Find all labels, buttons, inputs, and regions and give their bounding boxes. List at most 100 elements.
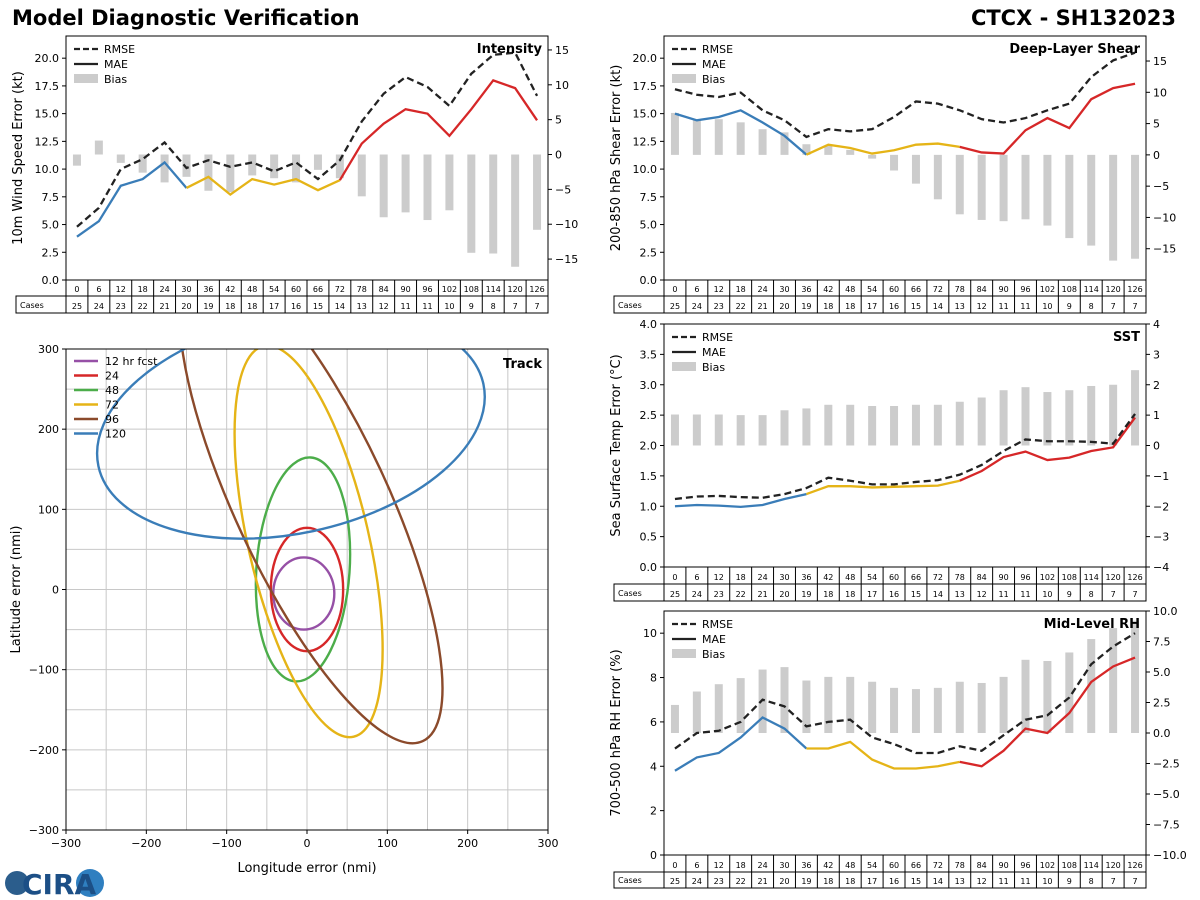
hour-label: 30	[779, 861, 789, 870]
y-tick-label: 200	[38, 423, 59, 436]
case-count: 20	[181, 302, 191, 311]
case-count: 7	[513, 302, 518, 311]
bias-bar	[955, 154, 964, 215]
y2-tick-label: 5	[1153, 118, 1160, 131]
mae-line-red	[959, 82, 1136, 155]
hour-label: 0	[672, 285, 677, 294]
mae-line-red	[959, 656, 1136, 768]
hour-label: 126	[529, 285, 544, 294]
bias-bar	[489, 154, 498, 254]
y-tick-label: 0	[52, 584, 59, 597]
y-tick-label: 2.0	[640, 440, 658, 453]
y-tick-label: 0.5	[640, 531, 658, 544]
y-axis-label: 700-500 hPa RH Error (%)	[609, 649, 624, 816]
y2-tick-label: 3	[1153, 348, 1160, 361]
hour-label: 42	[823, 573, 833, 582]
case-count: 10	[1042, 590, 1052, 599]
mae-line-red	[959, 416, 1136, 482]
case-count: 15	[313, 302, 323, 311]
case-count: 18	[247, 302, 257, 311]
case-count: 7	[1111, 877, 1116, 886]
bias-bar	[1109, 384, 1118, 446]
case-count: 22	[736, 877, 746, 886]
bias-bar	[533, 154, 542, 230]
y-tick-label: 1.0	[640, 500, 658, 513]
y-tick-label: 4.0	[640, 318, 658, 331]
bias-bar	[1131, 370, 1140, 446]
bias-bar	[182, 154, 191, 177]
y-tick-label: 8	[650, 672, 657, 685]
bias-bar	[379, 154, 388, 218]
case-count: 19	[801, 590, 811, 599]
hour-label: 120	[507, 285, 522, 294]
hour-label: 96	[1020, 573, 1030, 582]
storm-id: CTCX - SH132023	[970, 6, 1176, 30]
case-count: 9	[1067, 302, 1072, 311]
case-count: 12	[977, 590, 987, 599]
hour-label: 36	[801, 285, 811, 294]
track-ellipse-120	[95, 349, 486, 540]
bias-bar	[692, 119, 701, 155]
hour-label: 84	[977, 285, 987, 294]
case-count: 21	[757, 877, 767, 886]
case-count: 21	[757, 302, 767, 311]
case-count: 7	[1111, 590, 1116, 599]
legend-bias-label: Bias	[702, 361, 725, 374]
hour-label: 42	[823, 861, 833, 870]
hour-label: 36	[801, 573, 811, 582]
y2-tick-label: −10	[1153, 211, 1176, 224]
hour-label: 54	[269, 285, 279, 294]
bias-bar	[1087, 639, 1096, 733]
bias-bar	[1065, 154, 1074, 239]
hour-label: 24	[757, 285, 767, 294]
cases-row-frame	[613, 583, 1147, 602]
legend-mae-label: MAE	[702, 346, 726, 359]
hour-label: 72	[335, 285, 345, 294]
y2-tick-label: −15	[555, 253, 578, 266]
x-tick-label: 200	[457, 837, 478, 850]
cases-label: Cases	[20, 301, 44, 310]
bias-bar	[736, 678, 745, 733]
case-count: 20	[779, 590, 789, 599]
track-panel: −300−300 −200 −200 −100 −100 0 0 100 100 200 200 30…	[9, 343, 559, 876]
case-count: 18	[845, 877, 855, 886]
cases-label: Cases	[618, 876, 642, 885]
hour-label: 36	[801, 861, 811, 870]
x-tick-label: −100	[212, 837, 242, 850]
case-count: 7	[1132, 877, 1137, 886]
legend-mae-label: MAE	[104, 58, 128, 71]
case-count: 14	[933, 877, 943, 886]
bias-bar	[890, 154, 899, 171]
case-count: 13	[955, 590, 965, 599]
case-count: 15	[911, 302, 921, 311]
y-tick-label: 12.5	[633, 135, 658, 148]
y2-tick-label: 15	[555, 44, 569, 57]
rmse-line	[674, 51, 1136, 139]
mae-line-yellow	[806, 479, 961, 496]
case-count: 25	[72, 302, 82, 311]
case-count: 8	[1089, 877, 1094, 886]
track-ellipse-96	[178, 349, 444, 745]
y-tick-label: 10.0	[35, 163, 60, 176]
cases-row-frame	[15, 295, 549, 314]
case-count: 24	[94, 302, 104, 311]
hour-label: 36	[203, 285, 213, 294]
rh-panel: 0246810−10.0−7.5−5.0−2.50.02.55.07.510.0…	[609, 605, 1187, 889]
case-count: 18	[225, 302, 235, 311]
case-count: 23	[116, 302, 126, 311]
bias-bar	[94, 140, 103, 155]
case-count: 19	[801, 877, 811, 886]
plot-frame	[663, 610, 1147, 856]
hour-label: 78	[357, 285, 367, 294]
y2-tick-label: −2	[1153, 500, 1169, 513]
legend-bias-swatch	[672, 649, 696, 658]
hour-label: 96	[1020, 861, 1030, 870]
y-tick-label: 5.0	[42, 219, 60, 232]
bias-bar	[72, 154, 81, 166]
case-count: 11	[1020, 877, 1030, 886]
logo-circle-right	[76, 869, 104, 897]
case-count: 17	[867, 590, 877, 599]
y-tick-label: 2.5	[42, 246, 60, 259]
bias-bar	[802, 680, 811, 733]
case-count: 16	[291, 302, 301, 311]
